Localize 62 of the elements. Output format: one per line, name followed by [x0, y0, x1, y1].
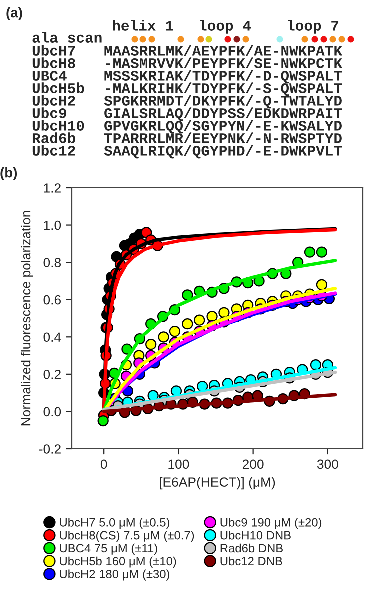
- point: [98, 415, 109, 427]
- x-axis-title: [E6AP(HECT)] (μM): [160, 477, 276, 490]
- point: [194, 314, 206, 326]
- chart-title: (b): [0, 168, 18, 180]
- text: Ubc12: [32, 145, 76, 156]
- legend-label: UbcH7 5.0 μM (±0.5): [60, 518, 170, 530]
- legend-label: UbcH10 DNB: [220, 530, 291, 540]
- x-tick-label: 0: [100, 460, 108, 470]
- text: -MASMRVVK/PEYPFK/SE-NWKPCTK: [106, 58, 343, 68]
- text: MSSSKRIAK/TDYPFK/-D-QWSPALT: [104, 70, 342, 84]
- y-tick-label: 0.4: [44, 332, 62, 342]
- x-tick-label: 200: [242, 460, 264, 470]
- point: [158, 332, 170, 343]
- legend-label: UbcH5b 160 μM (±10): [60, 556, 176, 568]
- point: [316, 246, 328, 258]
- y-tick-label: 1.2: [44, 184, 61, 193]
- y-tick-label: 0.6: [44, 295, 62, 305]
- legend-label: Ubc12 DNB: [220, 556, 282, 566]
- text: -MALKRIHK/TDYPFK/-S-QWSPALT: [106, 82, 342, 96]
- text: UbcH7: [32, 45, 76, 56]
- y-axis-title: Normalized fluorescence polarization: [20, 211, 34, 426]
- point: [206, 311, 218, 322]
- legend-label: Ubc9 190 μM (±20): [220, 518, 322, 530]
- point: [146, 339, 157, 350]
- y-tick-label: 1.0: [44, 220, 62, 230]
- text: UbcH5b: [32, 82, 84, 94]
- point: [316, 279, 328, 291]
- y-tick-label: 0.2: [44, 370, 61, 380]
- text: Ubc9: [32, 108, 66, 118]
- point: [182, 290, 194, 301]
- text: SAAQLRIQK/QGYPHD/-E-DWKPVLT: [104, 145, 342, 159]
- legend-label: UbcH2 180 μM (±30): [60, 570, 170, 581]
- text: UBC4: [32, 70, 67, 81]
- text: GIALSRLAQ/DDYPSS/EDKDWRPAIT: [104, 108, 342, 122]
- text: helix 1: [113, 20, 174, 31]
- point: [304, 246, 316, 258]
- point: [169, 326, 181, 338]
- text: UbcH8: [32, 58, 76, 68]
- y-tick-label: -0.2: [39, 444, 61, 454]
- text: UbcH10: [32, 120, 84, 131]
- x-tick-label: 100: [168, 460, 190, 470]
- text: MAASRRLMK/AEYPFK/AE-NWKPATK: [104, 45, 343, 56]
- y-tick-label: 0.8: [44, 258, 62, 268]
- text: TPARRRLMR/EEYPNK/-N-RWSPTYD: [104, 132, 342, 144]
- text: SPGKRRMDT/DKYPFK/-Q-TWTALYD: [104, 95, 342, 109]
- point: [182, 318, 194, 330]
- text: loop 4: [200, 20, 252, 34]
- text: loop 7: [288, 20, 339, 34]
- text: (a): [6, 8, 22, 20]
- legend-label: UbcH8(CS) 7.5 μM (±0.7): [60, 530, 194, 542]
- legend-label: Rad6b DNB: [220, 544, 283, 553]
- text: ala scan: [32, 32, 102, 43]
- point: [310, 360, 322, 371]
- text: Rad6b: [32, 132, 76, 144]
- text: GPVGKRLQQ/SGYPYN/-E-KWSALYD: [104, 120, 342, 134]
- legend-label: UBC4 75 μM (±11): [60, 544, 158, 556]
- point: [170, 386, 182, 397]
- y-tick-label: 0.0: [44, 407, 62, 417]
- point: [197, 380, 208, 392]
- text: UbcH2: [32, 95, 76, 106]
- x-tick-label: 300: [317, 460, 338, 470]
- point: [218, 307, 230, 318]
